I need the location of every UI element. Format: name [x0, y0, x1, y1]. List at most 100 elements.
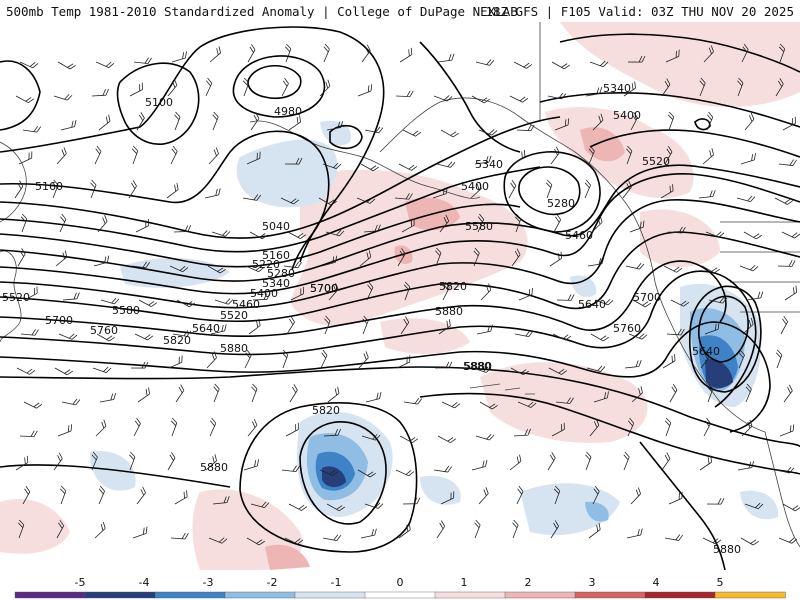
wind-barb	[128, 180, 137, 199]
wind-barb	[737, 77, 744, 97]
wind-barb	[781, 231, 800, 239]
height-label: 5040	[262, 220, 290, 233]
cold-anomaly-region	[322, 466, 346, 488]
height-contours	[0, 26, 800, 570]
wind-barb	[665, 49, 680, 63]
wind-barb	[288, 115, 301, 131]
warm-anomaly-region	[640, 209, 720, 267]
colorbar-segment	[364, 591, 436, 599]
wind-barb	[359, 250, 372, 267]
wind-barb	[20, 213, 28, 233]
wind-barb	[744, 112, 755, 131]
height-label: 5400	[250, 287, 278, 300]
wind-barb	[214, 298, 234, 305]
height-contour	[299, 421, 387, 525]
height-label: 5400	[613, 109, 641, 122]
height-label: 5160	[262, 249, 290, 262]
wind-barb	[476, 324, 493, 335]
wind-barb	[15, 95, 35, 104]
wind-barb	[247, 44, 256, 63]
colorbar-segment	[434, 591, 506, 599]
coastline	[0, 250, 22, 343]
wind-barb	[324, 315, 331, 335]
wind-barb	[775, 349, 783, 369]
height-label: 5700	[45, 314, 73, 327]
wind-barb	[166, 182, 179, 199]
wind-barb	[53, 452, 63, 471]
wind-barb	[661, 452, 671, 471]
wind-barb	[212, 111, 219, 131]
wind-barb	[669, 384, 678, 403]
wind-barb	[699, 77, 706, 97]
height-label: 4980	[274, 105, 302, 118]
wind-barb	[745, 383, 752, 403]
height-contour	[0, 164, 800, 282]
wind-barb	[777, 260, 796, 267]
wind-barb	[328, 283, 339, 301]
height-label: 5760	[90, 324, 118, 337]
wind-barb	[547, 92, 567, 100]
wind-barb	[287, 231, 307, 239]
wind-barb	[59, 213, 67, 233]
coastlines	[0, 22, 800, 548]
height-contour	[0, 464, 231, 488]
height-contour	[247, 65, 302, 99]
wind-barb	[95, 61, 115, 68]
height-label: 5580	[465, 220, 493, 233]
height-label: 5340	[262, 277, 290, 290]
wind-barb	[511, 248, 521, 267]
wind-barb	[737, 461, 755, 471]
wind-barb	[740, 153, 756, 165]
wind-barb	[662, 354, 676, 369]
wind-barb	[622, 180, 632, 199]
cold-anomaly-region	[90, 451, 136, 491]
height-label: 5880	[200, 461, 228, 474]
colorbar-segment	[14, 591, 86, 599]
wind-barb	[57, 61, 76, 70]
wind-barb	[285, 422, 299, 437]
wind-barb	[701, 265, 720, 274]
coastline	[0, 141, 27, 223]
wind-barb	[365, 391, 382, 403]
wind-barb	[401, 218, 415, 233]
wind-barb	[510, 367, 529, 376]
height-label: 5820	[163, 334, 191, 347]
wind-barb	[513, 61, 533, 69]
height-contour	[0, 60, 41, 131]
wind-barb	[698, 190, 716, 199]
height-label: 5640	[192, 322, 220, 335]
wind-barb	[91, 88, 109, 97]
wind-barb	[586, 365, 606, 372]
wind-barb	[207, 265, 226, 274]
wind-barb	[516, 124, 535, 132]
wind-barb	[94, 145, 102, 165]
wind-barb	[547, 452, 556, 471]
wind-barb	[432, 186, 448, 199]
wind-barb	[470, 182, 482, 199]
wind-barb	[585, 87, 603, 97]
wind-barb	[289, 384, 298, 403]
height-label: 5520	[642, 155, 670, 168]
wind-barb	[475, 59, 495, 66]
wind-barb	[133, 417, 141, 437]
wind-barb	[360, 163, 379, 172]
wind-barb	[281, 349, 289, 369]
wind-barb	[703, 417, 711, 437]
wind-barb	[442, 281, 450, 301]
height-label: 5340	[603, 82, 631, 95]
wind-barb	[440, 491, 455, 505]
wind-barb	[58, 333, 78, 340]
wind-barb	[176, 299, 196, 308]
warm-anomaly-region	[560, 22, 800, 107]
colorbar-tick-labels: -5 -4 -3 -2 -1 0 1 2 3 4 5	[75, 576, 724, 589]
wind-barb	[366, 281, 374, 301]
wind-barb	[780, 315, 789, 335]
wind-barb	[137, 387, 150, 403]
colorbar-segment	[154, 591, 226, 599]
wind-barb	[592, 113, 604, 131]
wind-barb	[91, 451, 98, 471]
height-label: 5460	[565, 229, 593, 242]
height-contour	[116, 62, 200, 146]
wind-barb	[92, 366, 112, 374]
wind-barb	[400, 316, 410, 335]
